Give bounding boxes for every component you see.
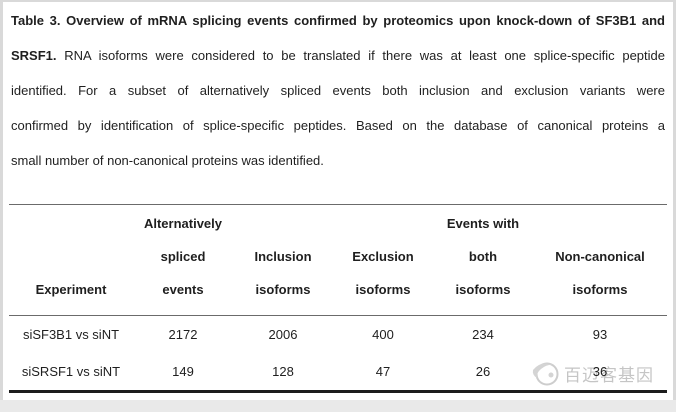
watermark-text: 百迈客基因 [564,365,654,385]
caption-regular-text: identified. For a subset of alternativel… [11,83,665,98]
header-col-events-with-both-isoforms: Events with both isoforms [433,207,533,306]
caption-regular-text: RNA isoforms were considered to be trans… [64,48,665,63]
caption-bold-text: SRSF1. [11,48,57,63]
table-caption: Table 3. Overview of mRNA splicing event… [11,2,665,178]
header-line [9,207,133,240]
caption-regular-text: confirmed by identification of splice-sp… [11,118,665,133]
header-line: isoforms [572,282,628,297]
caption-line: Table 3. Overview of mRNA splicing event… [11,3,665,38]
header-col-inclusion-isoforms: Inclusion isoforms [233,207,333,306]
header-line: spliced [160,249,206,264]
caption-regular-text: small number of non-canonical proteins w… [11,153,324,168]
header-line: Inclusion [254,249,312,264]
header-line: isoforms [255,282,311,297]
value-cell: 93 [592,327,608,342]
value-cell: 128 [272,364,294,379]
document-page: Table 3. Overview of mRNA splicing event… [0,0,676,400]
header-line: Experiment [35,282,107,297]
value-cell: 47 [375,364,391,379]
header-line: events [162,282,204,297]
caption-line: SRSF1. RNA isoforms were considered to b… [11,38,665,73]
header-line: Events with [446,216,520,231]
header-line: Alternatively [143,216,223,231]
watermark: 百迈客基因 [531,358,654,388]
table-top-rule [9,204,667,205]
header-col-alternatively-spliced-events: Alternatively spliced events [133,207,233,306]
value-cell: 234 [472,327,494,342]
experiment-cell: siSF3B1 vs siNT [22,327,120,342]
value-cell: 149 [172,364,194,379]
table-header-row: Experiment Alternatively spliced events … [9,205,667,315]
header-line: isoforms [355,282,411,297]
table-header-rule [9,315,667,316]
table-row-sisrsf1: siSRSF1 vs siNT 149 128 47 26 36 [9,353,667,390]
value-cell: 26 [475,364,491,379]
header-col-exclusion-isoforms: Exclusion isoforms [333,207,433,306]
header-line [333,207,433,240]
header-line [9,240,133,273]
experiment-cell: siSRSF1 vs siNT [21,364,121,379]
caption-bold-text: Table 3. Overview of mRNA splicing event… [11,13,665,28]
table-row-sisf3b1: siSF3B1 vs siNT 2172 2006 400 234 93 [9,316,667,353]
table-bottom-rule [9,390,667,393]
results-table: Experiment Alternatively spliced events … [9,204,667,393]
caption-line: small number of non-canonical proteins w… [11,143,665,178]
header-line [233,207,333,240]
caption-line: confirmed by identification of splice-sp… [11,108,665,143]
value-cell: 2172 [168,327,198,342]
value-cell: 400 [372,327,394,342]
value-cell: 2006 [268,327,298,342]
header-line: both [468,249,498,264]
header-col-experiment: Experiment [9,207,133,306]
header-col-non-canonical-isoforms: Non-canonical isoforms [533,207,667,306]
value-cell: 36 [592,364,608,379]
header-line [533,207,667,240]
header-line: Non-canonical [555,249,645,264]
biomarker-logo-icon [532,362,559,386]
header-line: isoforms [455,282,511,297]
caption-line: identified. For a subset of alternativel… [11,73,665,108]
header-line: Exclusion [352,249,414,264]
